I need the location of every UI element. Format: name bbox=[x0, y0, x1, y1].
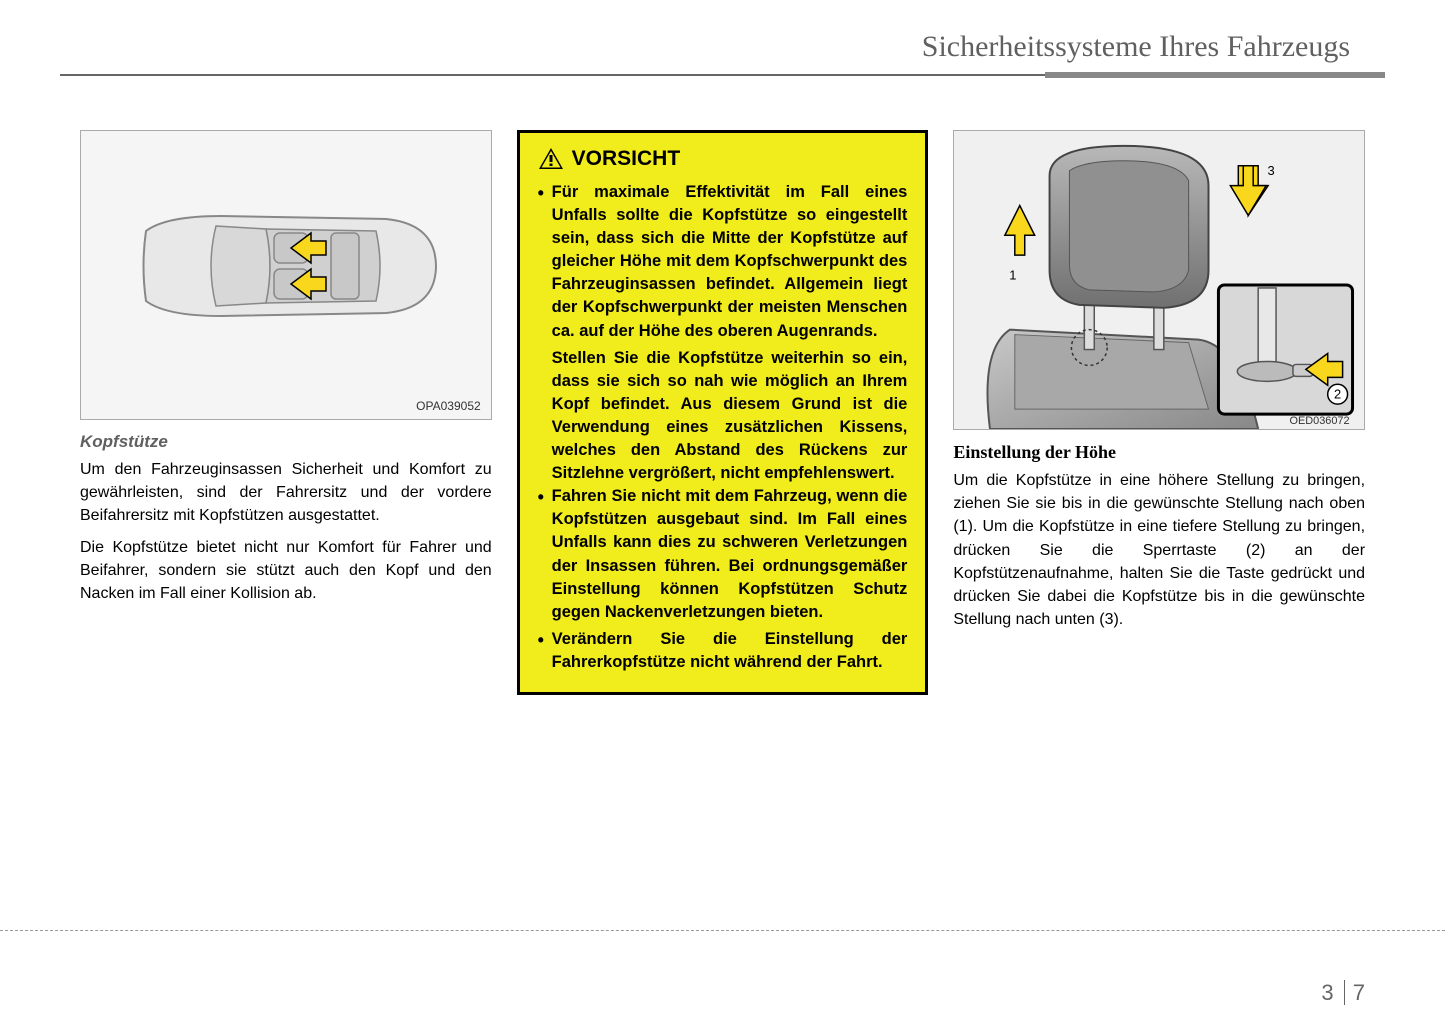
col1-para1: Um den Fahrzeuginsassen Sicherheit und K… bbox=[80, 458, 492, 528]
page-number: 3 7 bbox=[1321, 980, 1365, 1006]
col1-para2: Die Kopfstütze bietet nicht nur Komfort … bbox=[80, 536, 492, 606]
page-num-value: 7 bbox=[1344, 980, 1365, 1005]
warning-item-2: Fahren Sie nicht mit dem Fahrzeug, wenn … bbox=[538, 485, 908, 624]
warning-item-1-cont: Stellen Sie die Kopfstütze weiterhin so … bbox=[538, 347, 908, 486]
column-middle: VORSICHT Für maximale Effektivität im Fa… bbox=[517, 130, 929, 695]
warning-label: VORSICHT bbox=[572, 147, 681, 171]
warning-item-3: Verändern Sie die Einstellung der Fahrer… bbox=[538, 628, 908, 674]
column-left: OPA039052 Kopfstütze Um den Fahrzeuginsa… bbox=[80, 130, 492, 695]
figure-car-top-view: OPA039052 bbox=[80, 130, 492, 420]
car-top-svg bbox=[126, 181, 446, 351]
headrest-svg: 1 3 2 OED036072 bbox=[954, 131, 1364, 429]
warning-list: Für maximale Effektivität im Fall eines … bbox=[538, 181, 908, 343]
warning-list-2: Fahren Sie nicht mit dem Fahrzeug, wenn … bbox=[538, 485, 908, 674]
warning-triangle-icon bbox=[538, 147, 564, 171]
label-1-text: 1 bbox=[1010, 268, 1017, 283]
warning-item-1: Für maximale Effektivität im Fall eines … bbox=[538, 181, 908, 343]
column-right: 1 3 2 OED036072 Einstellung der Höhe Um bbox=[953, 130, 1365, 695]
header-rule bbox=[60, 74, 1385, 76]
figure-headrest: 1 3 2 OED036072 bbox=[953, 130, 1365, 430]
col3-para1: Um die Kopfstütze in eine höhere Stellun… bbox=[953, 469, 1365, 631]
warning-header: VORSICHT bbox=[538, 147, 908, 171]
page-header-title: Sicherheitssysteme Ihres Fahrzeugs bbox=[922, 30, 1350, 64]
warning-box: VORSICHT Für maximale Effektivität im Fa… bbox=[517, 130, 929, 695]
figure-code-1: OPA039052 bbox=[416, 399, 481, 413]
figure-code-3: OED036072 bbox=[1290, 415, 1350, 427]
col3-section-title: Einstellung der Höhe bbox=[953, 442, 1365, 463]
cut-line bbox=[0, 930, 1445, 931]
label-2-text: 2 bbox=[1334, 387, 1341, 402]
col1-subtitle: Kopfstütze bbox=[80, 432, 492, 452]
label-3-text: 3 bbox=[1268, 163, 1275, 178]
main-content: OPA039052 Kopfstütze Um den Fahrzeuginsa… bbox=[80, 130, 1365, 695]
chapter-num: 3 bbox=[1321, 980, 1333, 1005]
